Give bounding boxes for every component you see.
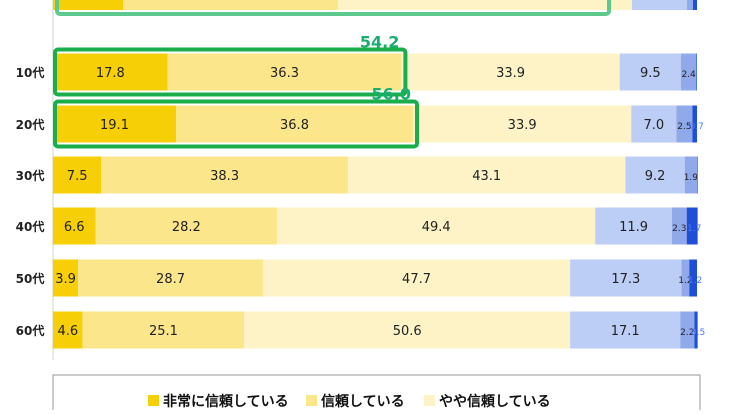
data-label: 0.7	[690, 122, 704, 132]
category-label: 50代	[16, 271, 45, 286]
bar-segment	[689, 259, 697, 297]
legend-label: やや信頼している	[439, 393, 551, 410]
highlight-box	[53, 47, 408, 97]
data-label: 1.9	[684, 173, 699, 183]
partial-bar-top-seg1	[53, 0, 123, 10]
bar-segment	[53, 259, 79, 297]
data-label: 11.9	[619, 220, 648, 235]
data-label: 1.2	[688, 276, 702, 286]
category-label: 20代	[16, 117, 45, 132]
bar-segment	[82, 311, 245, 349]
bar-segment	[631, 105, 677, 143]
bar-segment	[176, 105, 413, 143]
bar-segment	[53, 156, 102, 194]
category-label: 30代	[16, 168, 45, 183]
bar-segment	[680, 53, 697, 91]
highlight-label: 54.2	[360, 33, 399, 52]
category-label: 60代	[16, 323, 45, 338]
bar-segment	[53, 105, 177, 143]
data-label: 1.7	[687, 224, 701, 234]
bar-segment	[244, 311, 571, 349]
bar-segment	[347, 156, 626, 194]
data-label: 36.8	[280, 118, 309, 133]
bar-segment	[95, 207, 278, 245]
partial-bar-top-seg6	[693, 0, 697, 10]
data-label: 2.5	[677, 122, 691, 132]
bar-segment	[684, 156, 697, 194]
data-label: 6.6	[64, 220, 85, 235]
highlight-box-top	[55, 0, 611, 16]
bar-segment	[680, 311, 695, 349]
data-label: 33.9	[496, 66, 525, 81]
data-label: 19.1	[100, 118, 129, 133]
data-label: 7.5	[67, 169, 88, 184]
data-label: 49.4	[422, 220, 451, 235]
data-label: 17.8	[96, 66, 125, 81]
data-label: 28.2	[172, 220, 201, 235]
bar-segment	[53, 53, 168, 91]
legend-label: 非常に信頼している	[163, 393, 289, 410]
data-label: 2.4	[681, 70, 696, 80]
data-label: 17.3	[611, 272, 640, 287]
bar-segment	[686, 207, 698, 245]
data-label: 25.1	[149, 324, 178, 339]
data-label: 4.6	[57, 324, 78, 339]
partial-bar-top-seg4	[632, 0, 687, 10]
data-label: 3.9	[55, 272, 76, 287]
partial-bar-top-seg5	[687, 0, 693, 10]
legend-box	[52, 374, 701, 414]
highlight-label: 56.0	[372, 85, 411, 104]
partial-bar-top-seg2	[123, 0, 338, 10]
data-label: 43.1	[472, 169, 501, 184]
bar-segment	[167, 53, 402, 91]
bar-segment	[570, 311, 681, 349]
bar-segment	[53, 207, 96, 245]
data-label: 9.2	[645, 169, 666, 184]
bar-segment	[412, 105, 632, 143]
data-label: 2.3	[672, 224, 686, 234]
bar-segment	[696, 53, 697, 91]
bar-segment	[595, 207, 672, 245]
bar-segment	[625, 156, 685, 194]
legend-swatch	[306, 395, 317, 406]
data-label: 28.7	[156, 272, 185, 287]
bar-segment	[53, 311, 83, 349]
data-label: 17.1	[611, 324, 640, 339]
category-label: 40代	[16, 219, 45, 234]
bar-segment	[697, 156, 698, 194]
partial-bar-top	[53, 0, 697, 10]
bar-segment	[692, 105, 697, 143]
data-label: 50.6	[393, 324, 422, 339]
bar-segment	[676, 105, 693, 143]
highlight-box	[53, 99, 419, 149]
bar-segment	[277, 207, 596, 245]
data-label: 1.2	[678, 276, 692, 286]
legend-label: 信頼している	[321, 393, 405, 410]
legend-swatch	[424, 395, 435, 406]
data-label: 7.0	[644, 118, 665, 133]
bar-segment	[681, 259, 690, 297]
data-label: 38.3	[210, 169, 239, 184]
bar-segment	[671, 207, 687, 245]
bar-segment	[570, 259, 682, 297]
bar-segment	[78, 259, 263, 297]
category-label: 10代	[16, 65, 45, 80]
data-label: 47.7	[402, 272, 431, 287]
data-label: 36.3	[270, 66, 299, 81]
bar-segment	[401, 53, 620, 91]
bar-segment	[694, 311, 698, 349]
bar-segment	[101, 156, 348, 194]
data-label: 2.2	[680, 328, 694, 338]
bar-segment	[262, 259, 571, 297]
data-label: 33.9	[508, 118, 537, 133]
data-label: 9.5	[640, 66, 661, 81]
data-label: 0.5	[691, 328, 705, 338]
legend-swatch	[148, 395, 159, 406]
bar-segment	[619, 53, 681, 91]
